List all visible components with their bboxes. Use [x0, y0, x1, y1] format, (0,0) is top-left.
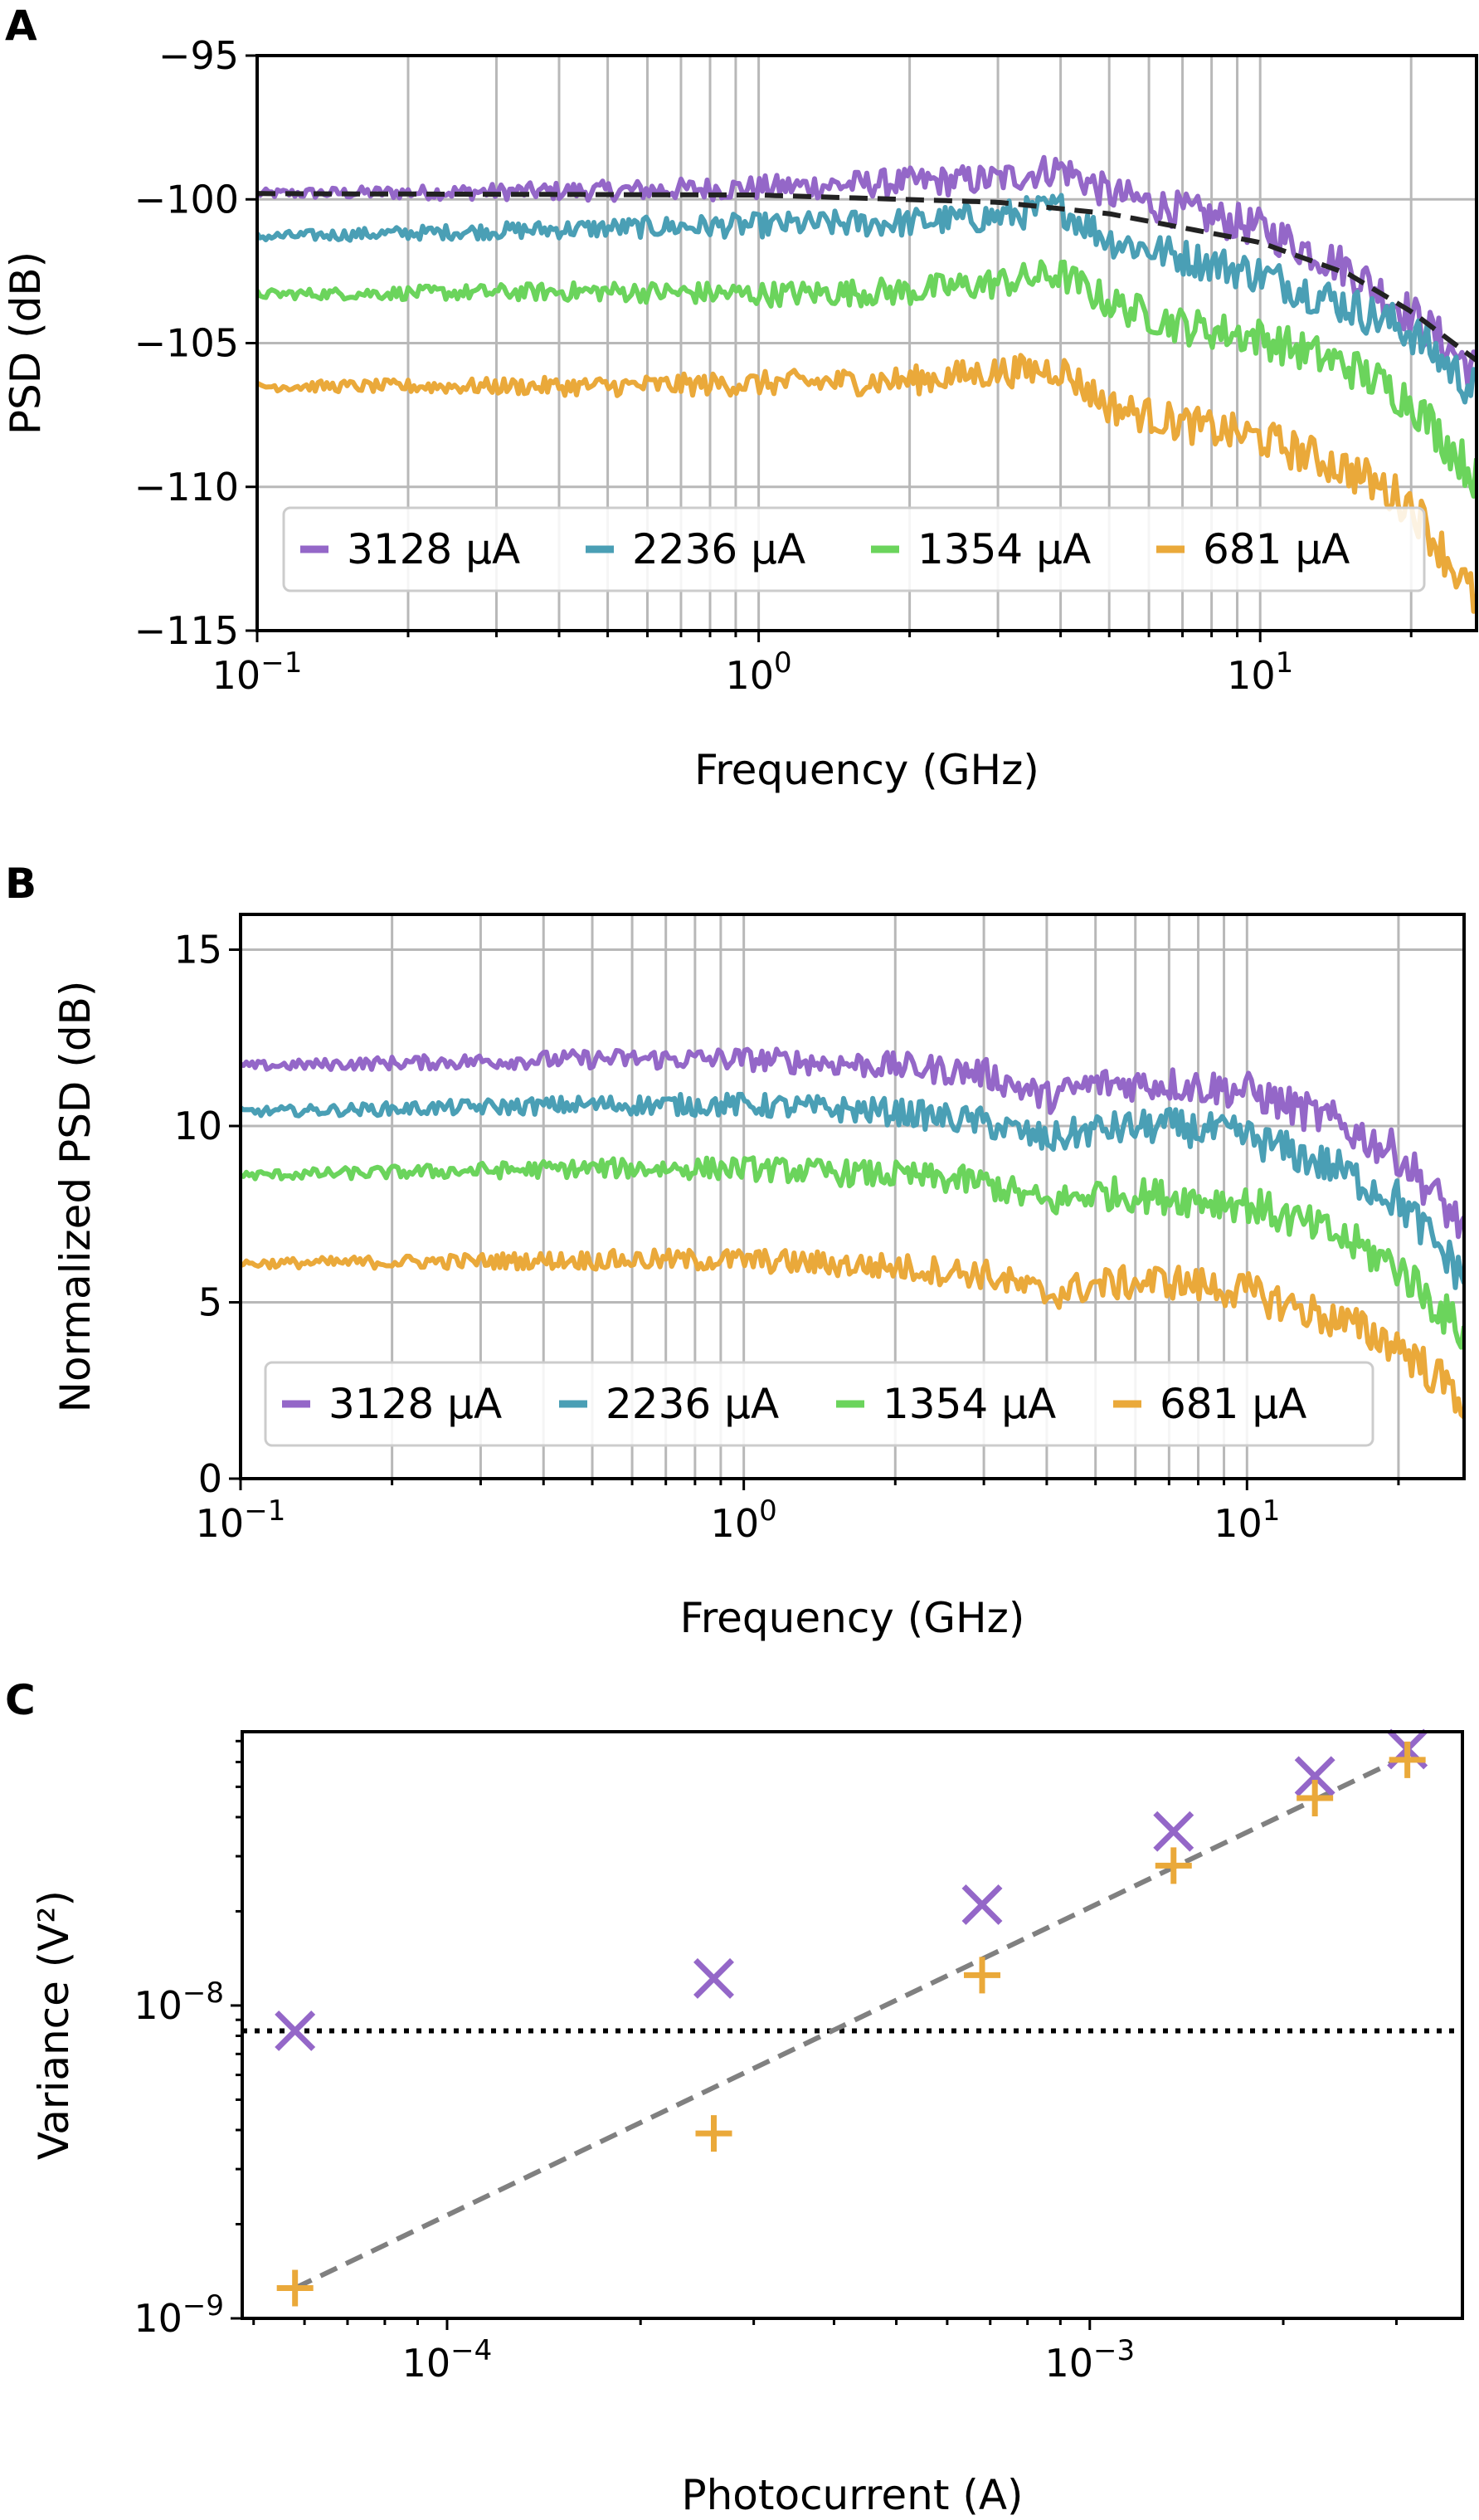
- y-tick-label: 10−9: [134, 2289, 224, 2341]
- x-axis-label: Frequency (GHz): [680, 1594, 1025, 1642]
- plot-frame: [255, 54, 1478, 632]
- x-marker: [1294, 1756, 1335, 1797]
- x-tick-label: 101: [1227, 646, 1293, 698]
- series-line: [241, 1046, 1464, 1240]
- series-line: [241, 1247, 1464, 1420]
- series-line: [257, 259, 1477, 499]
- x-axis-label: Frequency (GHz): [694, 746, 1039, 794]
- series-line: [241, 1155, 1464, 1350]
- y-tick-label: 10: [173, 1104, 222, 1148]
- series-line: [257, 353, 1477, 614]
- y-tick-label: 15: [173, 928, 222, 972]
- legend-label: 3128 µA: [347, 525, 520, 573]
- x-tick-label: 10−1: [212, 646, 303, 698]
- chart-panel-c: 10−4 10−3 10−8 10−9 Photocurrent (A) Variance…: [30, 1728, 1464, 2519]
- y-tick-label: −100: [134, 177, 239, 222]
- x-marker: [693, 1957, 734, 1999]
- y-axis-label: PSD (dB): [2, 251, 50, 435]
- legend-frame: [282, 506, 1426, 592]
- plot-frame: [241, 1730, 1464, 2320]
- legend-label: 1354 µA: [917, 525, 1091, 573]
- legend-label: 2236 µA: [632, 525, 805, 573]
- x-marker: [1153, 1811, 1194, 1852]
- y-tick-label: 10−8: [134, 1977, 224, 2028]
- legend: 3128 µA 2236 µA 1354 µA 681 µA: [282, 506, 1426, 592]
- legend: 3128 µA 2236 µA 1354 µA 681 µA: [264, 1361, 1374, 1447]
- legend-label: 2236 µA: [606, 1380, 779, 1428]
- legend-label: 3128 µA: [328, 1380, 502, 1428]
- x-tick-label: 101: [1214, 1494, 1280, 1546]
- legend-label: 681 µA: [1160, 1380, 1306, 1428]
- chart-panel-b: 15 10 5 010−1 100 101 Frequency (GHz) Normalize…: [51, 913, 1466, 1642]
- y-tick-label: 0: [198, 1456, 222, 1501]
- x-tick-label: 10−3: [1044, 2334, 1135, 2386]
- x-axis-label: Photocurrent (A): [681, 2471, 1023, 2519]
- panel-letter-b: B: [5, 860, 36, 908]
- series-line: [257, 193, 1477, 405]
- legend-label: 681 µA: [1203, 525, 1350, 573]
- y-tick-label: −115: [134, 608, 239, 653]
- series-line: [257, 154, 1477, 388]
- series-line: [241, 1091, 1464, 1290]
- fit-line: [257, 191, 1477, 363]
- x-tick-label: 10−4: [402, 2334, 493, 2386]
- y-tick-label: −110: [134, 465, 239, 509]
- legend-frame: [264, 1361, 1374, 1447]
- x-tick-label: 100: [711, 1494, 777, 1546]
- x-tick-label: 10−1: [196, 1494, 286, 1546]
- panel-letter-a: A: [5, 2, 37, 50]
- panel-letter-c: C: [5, 1676, 36, 1724]
- x-marker: [961, 1884, 1003, 1925]
- x-marker: [275, 2010, 316, 2051]
- x-tick-label: 100: [726, 646, 792, 698]
- legend-label: 1354 µA: [883, 1380, 1056, 1428]
- y-tick-label: −95: [158, 33, 239, 78]
- plot-frame: [239, 913, 1466, 1480]
- y-axis-label: Normalized PSD (dB): [51, 981, 100, 1413]
- y-axis-label: Variance (V²): [30, 1890, 78, 2160]
- y-tick-label: −105: [134, 321, 239, 366]
- y-tick-label: 5: [198, 1280, 222, 1325]
- fit-line: [294, 1752, 1408, 2291]
